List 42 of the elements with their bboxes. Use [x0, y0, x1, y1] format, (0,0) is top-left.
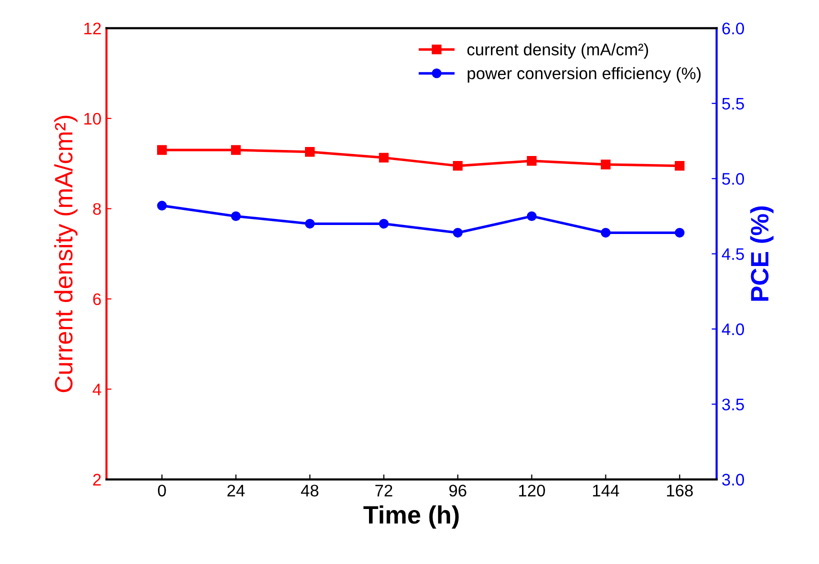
y-tick-label: 12 [84, 22, 101, 34]
y2-tick-label: 5.5 [722, 98, 744, 110]
y-tick-label: 2 [93, 474, 101, 486]
point [157, 200, 167, 211]
point [452, 160, 463, 171]
point [526, 156, 537, 166]
y2-tick-label: 3.5 [722, 398, 744, 410]
x-tick-label: 96 [449, 484, 466, 497]
point [452, 228, 463, 238]
y-axis-title: Current density (mA/cm²) [54, 116, 78, 392]
point [304, 146, 315, 157]
y2-tick-label: 5.0 [722, 173, 744, 185]
point [674, 228, 685, 238]
y2-tick-label: 4.5 [722, 248, 744, 260]
x-tick-label: 168 [667, 484, 693, 497]
x-tick-label: 120 [519, 484, 545, 497]
x-tick-label: 144 [593, 484, 620, 496]
point [157, 145, 167, 155]
point [304, 218, 315, 229]
y-tick-label: 10 [84, 112, 101, 125]
x-axis-title: Time (h) [363, 505, 459, 529]
x-tick-label: 0 [158, 484, 166, 497]
point [378, 218, 389, 229]
y-tick-label: 4 [92, 384, 102, 396]
point [674, 160, 685, 171]
y-tick-label: 8 [93, 203, 101, 215]
point [378, 152, 389, 163]
point [600, 228, 611, 238]
y2-tick-label: 3.0 [722, 474, 744, 486]
point [231, 145, 241, 155]
point [231, 211, 241, 222]
x-tick-label: 72 [375, 484, 392, 496]
point [600, 160, 611, 170]
point [526, 211, 537, 222]
y2-tick-label: 6.0 [722, 22, 744, 34]
legend-label: current density (mA/cm²) [467, 43, 648, 59]
y-tick-label: 6 [93, 293, 101, 306]
y2-axis-title: PCE (%) [750, 206, 774, 301]
x-tick-label: 24 [227, 484, 245, 496]
legend-label: power conversion efficiency (%) [468, 67, 701, 83]
x-tick-label: 48 [300, 484, 318, 497]
y2-tick-label: 4.0 [722, 323, 744, 336]
